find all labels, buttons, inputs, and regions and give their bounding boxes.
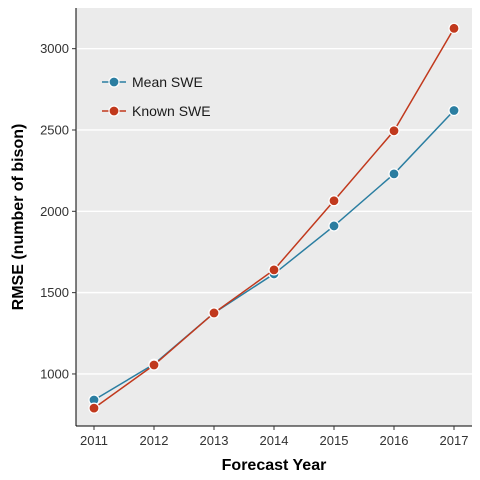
data-point-known-swe xyxy=(328,195,340,207)
y-tick-label: 2500 xyxy=(40,122,69,137)
y-axis-title: RMSE (number of bison) xyxy=(10,124,27,311)
legend-key-point xyxy=(108,105,120,117)
y-tick-label: 3000 xyxy=(40,41,69,56)
plot-panel xyxy=(76,8,472,426)
data-point-known-swe xyxy=(448,22,460,34)
data-point-mean-swe xyxy=(388,168,400,180)
data-point-known-swe xyxy=(88,402,100,414)
gridlines xyxy=(76,47,472,375)
x-tick-label: 2011 xyxy=(80,433,108,448)
data-point-mean-swe xyxy=(448,104,460,117)
data-point-known-swe xyxy=(268,264,280,276)
data-point-known-swe xyxy=(388,125,400,137)
x-tick-label: 2014 xyxy=(260,433,289,448)
y-tick-label: 2000 xyxy=(40,204,69,219)
x-axis-ticks: 2011 2012 2013 2014 2015 2016 2017 xyxy=(80,426,468,448)
x-tick-label: 2016 xyxy=(380,433,409,448)
x-axis-title: Forecast Year xyxy=(222,457,327,474)
x-tick-label: 2013 xyxy=(200,433,229,448)
legend-item-mean-swe: Mean SWE xyxy=(102,74,203,90)
legend-key-point xyxy=(108,76,120,88)
data-point-known-swe xyxy=(148,359,160,371)
legend-item-known-swe: Known SWE xyxy=(102,103,211,119)
series-layer xyxy=(88,22,460,414)
legend: Mean SWE Known SWE xyxy=(102,74,211,119)
data-point-known-swe xyxy=(208,307,220,319)
y-axis-ticks: 1000 1500 2000 2500 3000 xyxy=(40,41,76,381)
legend-label: Mean SWE xyxy=(132,74,203,90)
y-tick-label: 1000 xyxy=(40,366,69,381)
x-tick-label: 2017 xyxy=(440,433,469,448)
series-known-swe xyxy=(88,22,460,414)
legend-label: Known SWE xyxy=(132,103,211,119)
data-point-mean-swe xyxy=(328,220,340,232)
x-tick-label: 2015 xyxy=(320,433,349,448)
y-tick-label: 1500 xyxy=(40,285,69,300)
x-tick-label: 2012 xyxy=(140,433,169,448)
